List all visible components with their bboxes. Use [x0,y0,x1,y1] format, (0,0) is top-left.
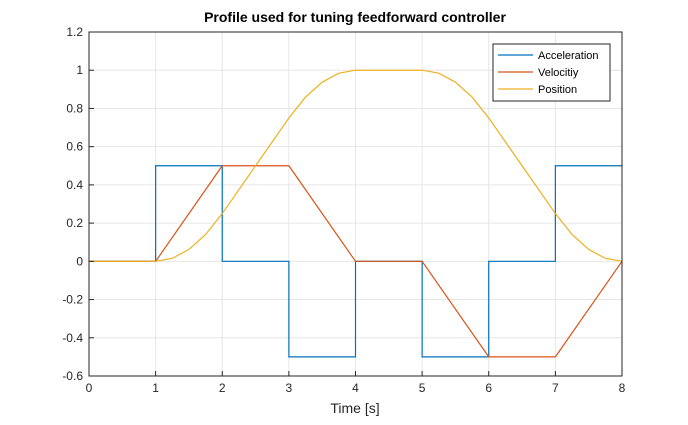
x-tick-label: 0 [86,381,93,395]
series-line-acceleration [89,165,622,358]
series-line-velocitiy [89,165,623,358]
series-line-position [89,69,623,262]
y-tick-label: -0.6 [62,369,83,383]
x-tick-label: 2 [219,381,226,395]
x-tick-label: 3 [286,381,293,395]
y-tick-label: -0.2 [62,293,83,307]
y-tick-label: 0.4 [66,178,83,192]
legend: Acceleration Velocitiy Position [492,43,611,102]
x-tick-label: 1 [152,381,159,395]
y-tick-label: 1 [76,63,83,77]
chart-title: Profile used for tuning feedforward cont… [204,9,506,25]
x-tick-label: 7 [552,381,559,395]
ticks: 0 1 2 3 4 5 6 7 8 -0.6 -0.4 -0.2 0 0.2 0.4 0.6 0.8 1 1.2 [62,25,625,395]
legend-label: Acceleration [538,50,599,62]
x-tick-label: 5 [419,381,426,395]
x-tick-label: 4 [352,381,359,395]
legend-label: Velocitiy [538,67,579,79]
series-lines [89,69,623,358]
y-tick-label: 0.8 [66,101,83,115]
x-axis-label: Time [s] [330,400,379,416]
y-tick-label: -0.4 [62,331,83,345]
y-tick-label: 0 [76,254,83,268]
legend-label: Position [538,84,577,96]
y-tick-label: 1.2 [66,25,83,39]
x-tick-label: 8 [619,381,626,395]
x-tick-label: 6 [485,381,492,395]
y-tick-label: 0.2 [66,216,83,230]
y-tick-label: 0.6 [66,140,83,154]
